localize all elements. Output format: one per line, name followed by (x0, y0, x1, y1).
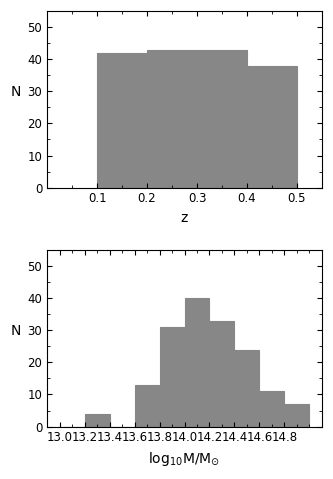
X-axis label: log$_{10}$M/M$_{\odot}$: log$_{10}$M/M$_{\odot}$ (149, 450, 220, 468)
Y-axis label: N: N (11, 85, 22, 99)
X-axis label: z: z (181, 211, 188, 225)
Y-axis label: N: N (11, 324, 22, 338)
